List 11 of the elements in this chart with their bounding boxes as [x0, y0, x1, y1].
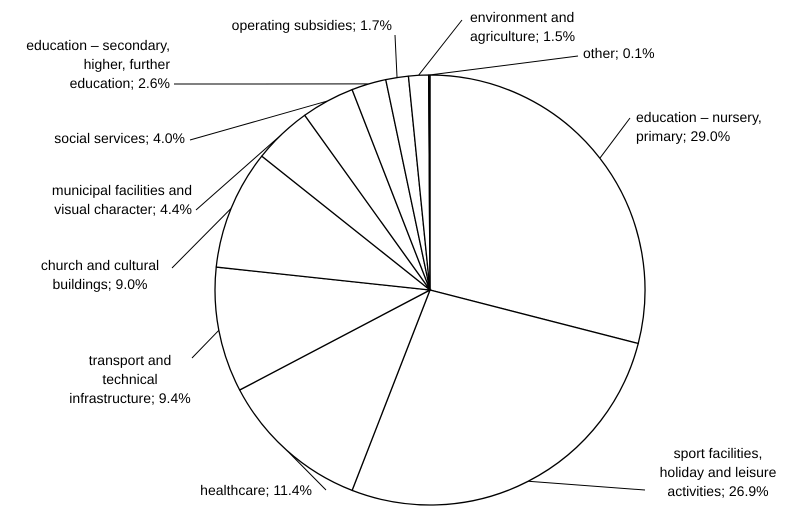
slice-label: education – nursery, primary; 29.0%: [636, 109, 762, 144]
slice-label: education – secondary, higher, further education; 2.6%: [26, 37, 170, 91]
slice-label: social services; 4.0%: [54, 130, 185, 146]
slice-label: transport and technical infrastructure; 9.4%: [69, 352, 191, 406]
slice-label: church and cultural buildings; 9.0%: [40, 257, 160, 292]
slice-label: operating subsidies; 1.7%: [232, 17, 392, 33]
slice-label: other; 0.1%: [583, 45, 655, 61]
slice-label: environment and agriculture; 1.5%: [470, 9, 576, 44]
slice-label: municipal facilities and visual character; 4.4%: [52, 182, 192, 217]
slice-label: healthcare; 11.4%: [200, 482, 312, 498]
slice-label: sport facilities, holiday and leisure activities; 26.9%: [660, 445, 777, 499]
